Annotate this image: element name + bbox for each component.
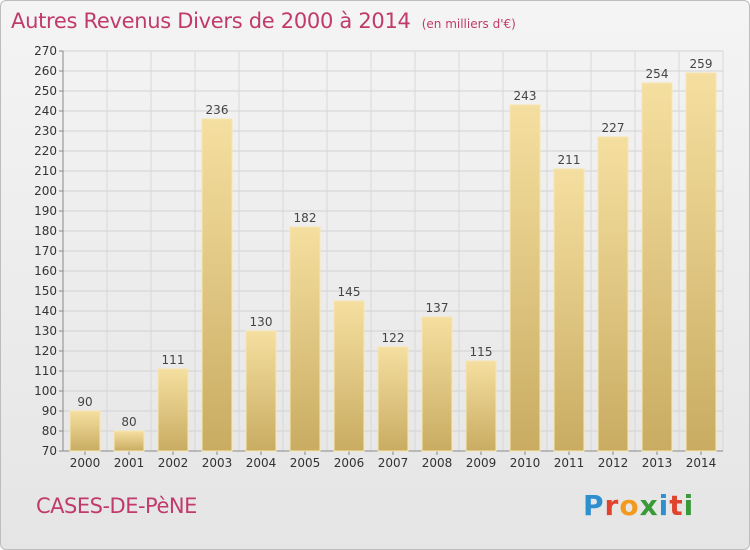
y-tick-label: 210 (34, 164, 57, 178)
bar-2005 (289, 226, 321, 452)
data-label-2008: 137 (426, 301, 449, 315)
y-tick-label: 180 (34, 224, 57, 238)
x-tick-label-2009: 2009 (466, 456, 497, 470)
logo-letter: o (619, 489, 640, 522)
bar-2002 (157, 368, 189, 452)
x-tick-label-2002: 2002 (158, 456, 189, 470)
chart-subtitle: (en milliers d'€) (421, 17, 516, 31)
bar-2008 (421, 316, 453, 452)
bar-2006 (333, 300, 365, 452)
x-tick-label-2008: 2008 (422, 456, 453, 470)
bar-2009 (465, 360, 497, 452)
x-tick-label-2004: 2004 (246, 456, 277, 470)
y-tick-label: 200 (34, 184, 57, 198)
y-tick-label: 250 (34, 84, 57, 98)
y-tick-label: 130 (34, 324, 57, 338)
x-tick-label-2012: 2012 (598, 456, 629, 470)
data-label-2006: 145 (338, 285, 361, 299)
y-tick-label: 220 (34, 144, 57, 158)
bar-2014 (685, 72, 717, 452)
logo-letter: t (669, 489, 684, 522)
y-tick-label: 190 (34, 204, 57, 218)
bar-2011 (553, 168, 585, 452)
x-tick-label-2011: 2011 (554, 456, 585, 470)
y-tick-label: 110 (34, 364, 57, 378)
y-tick-label: 270 (34, 44, 57, 58)
y-tick-label: 70 (42, 444, 57, 458)
logo-letter: i (658, 489, 670, 522)
data-label-2012: 227 (602, 121, 625, 135)
chart-title: Autres Revenus Divers de 2000 à 2014 (11, 9, 411, 33)
x-tick-label-2013: 2013 (642, 456, 673, 470)
y-tick-label: 150 (34, 284, 57, 298)
y-tick-label: 120 (34, 344, 57, 358)
bar-2003 (201, 118, 233, 452)
y-tick-label: 140 (34, 304, 57, 318)
title-row: Autres Revenus Divers de 2000 à 2014 (en… (11, 9, 516, 33)
logo-letter: x (639, 489, 659, 522)
bar-2012 (597, 136, 629, 452)
bar-2001 (113, 430, 145, 452)
y-tick-label: 160 (34, 264, 57, 278)
bar-layer (69, 72, 717, 452)
y-tick-label: 80 (42, 424, 57, 438)
commune-name: CASES-DE-PèNE (36, 494, 197, 518)
x-tick-label-2005: 2005 (290, 456, 321, 470)
logo-letter: r (604, 489, 620, 522)
x-tick-label-2003: 2003 (202, 456, 233, 470)
y-tick-label: 170 (34, 244, 57, 258)
bar-2010 (509, 104, 541, 452)
logo-letter: i (683, 489, 695, 522)
y-tick-label: 230 (34, 124, 57, 138)
bar-2004 (245, 330, 277, 452)
x-tick-label-2014: 2014 (686, 456, 717, 470)
bar-2007 (377, 346, 409, 452)
data-label-2009: 115 (470, 345, 493, 359)
bar-2000 (69, 410, 101, 452)
label-layer: 90 2000 80 2001 111 2002 236 2003 130 2004 182 2005… (70, 57, 717, 470)
x-tick-label-2007: 2007 (378, 456, 409, 470)
x-tick-label-2010: 2010 (510, 456, 541, 470)
x-tick-label-2006: 2006 (334, 456, 365, 470)
x-tick-label-2001: 2001 (114, 456, 145, 470)
proxiti-logo[interactable]: Proxiti (583, 489, 694, 522)
y-tick-label: 240 (34, 104, 57, 118)
x-tick-label-2000: 2000 (70, 456, 101, 470)
data-label-2010: 243 (514, 89, 537, 103)
data-label-2001: 80 (121, 415, 136, 429)
data-label-2007: 122 (382, 331, 405, 345)
data-label-2011: 211 (558, 153, 581, 167)
y-tick-label: 90 (42, 404, 57, 418)
logo-letter: P (583, 489, 605, 522)
data-label-2004: 130 (250, 315, 273, 329)
data-label-2003: 236 (206, 103, 229, 117)
bar-2013 (641, 82, 673, 452)
y-tick-label: 260 (34, 64, 57, 78)
data-label-2013: 254 (646, 67, 669, 81)
data-label-2000: 90 (77, 395, 92, 409)
data-label-2005: 182 (294, 211, 317, 225)
data-label-2002: 111 (162, 353, 185, 367)
data-label-2014: 259 (690, 57, 713, 71)
y-tick-label: 100 (34, 384, 57, 398)
